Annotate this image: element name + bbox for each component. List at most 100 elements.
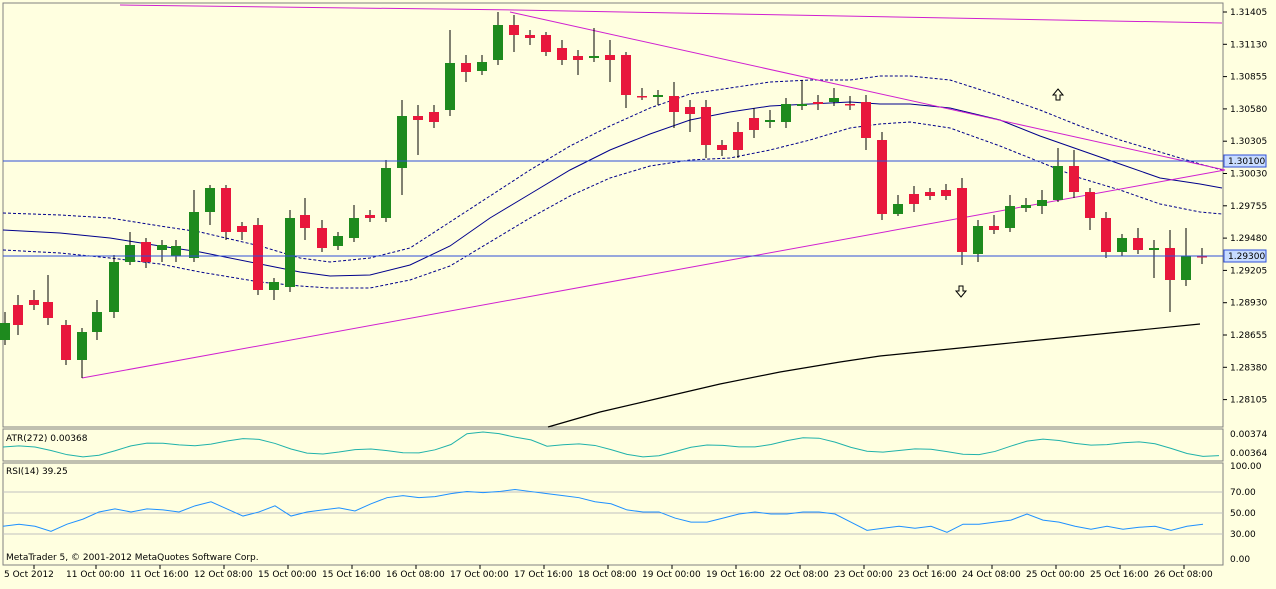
candle[interactable] xyxy=(637,88,647,100)
candle[interactable] xyxy=(861,95,871,150)
candle[interactable] xyxy=(1181,228,1191,286)
bear-candle-body xyxy=(957,188,967,252)
lower-band-line[interactable] xyxy=(2,121,1223,289)
bull-candle-body xyxy=(333,236,343,246)
candle[interactable] xyxy=(653,90,663,105)
candle[interactable] xyxy=(237,222,247,240)
candle[interactable] xyxy=(477,55,487,75)
candle[interactable] xyxy=(285,210,295,292)
time-tick-label: 26 Oct 08:00 xyxy=(1154,570,1213,580)
candle[interactable] xyxy=(765,110,775,128)
candle[interactable] xyxy=(509,15,519,52)
rising-trendline[interactable] xyxy=(81,169,1226,379)
candle[interactable] xyxy=(77,328,87,378)
candle[interactable] xyxy=(429,105,439,128)
bull-candle-body xyxy=(285,218,295,287)
time-tick-label: 19 Oct 00:00 xyxy=(642,570,701,580)
candle[interactable] xyxy=(269,278,279,300)
candle[interactable] xyxy=(365,210,375,222)
candle[interactable] xyxy=(43,275,53,325)
candle[interactable] xyxy=(413,105,423,155)
bear-candle-body xyxy=(813,102,823,104)
candle[interactable] xyxy=(1053,148,1063,202)
candle[interactable] xyxy=(221,185,231,240)
rsi-tick-label: 50.00 xyxy=(1230,509,1256,519)
price-tick-label: 1.30305 xyxy=(1230,137,1267,147)
candle[interactable] xyxy=(557,40,567,65)
candle[interactable] xyxy=(205,185,215,225)
candle[interactable] xyxy=(125,232,135,265)
long-ma-line[interactable] xyxy=(547,323,1201,428)
candle[interactable] xyxy=(717,140,727,156)
candle[interactable] xyxy=(1085,188,1095,230)
candle[interactable] xyxy=(300,198,310,240)
candle[interactable] xyxy=(605,40,615,82)
candle[interactable] xyxy=(957,178,967,265)
candle[interactable] xyxy=(1101,212,1111,258)
candle[interactable] xyxy=(589,28,599,62)
candle[interactable] xyxy=(893,195,903,216)
candle[interactable] xyxy=(621,52,631,108)
candle[interactable] xyxy=(0,312,10,345)
candle[interactable] xyxy=(1037,190,1047,214)
candle[interactable] xyxy=(909,186,919,212)
candle[interactable] xyxy=(445,30,455,116)
candle[interactable] xyxy=(669,82,679,128)
arrow-up-icon[interactable] xyxy=(1051,88,1065,101)
candle[interactable] xyxy=(1021,198,1031,212)
top-trendline[interactable] xyxy=(119,4,1223,24)
candle[interactable] xyxy=(141,238,151,268)
upper-band-line[interactable] xyxy=(2,75,1223,263)
candle[interactable] xyxy=(333,232,343,250)
candle[interactable] xyxy=(1165,230,1175,312)
price-tick-label: 1.29205 xyxy=(1230,266,1267,276)
candle[interactable] xyxy=(171,240,181,262)
bear-candle-body xyxy=(13,305,23,325)
arrow-down-icon[interactable] xyxy=(954,285,968,298)
candle[interactable] xyxy=(845,96,855,110)
candle[interactable] xyxy=(813,95,823,110)
bull-candle-body xyxy=(205,188,215,212)
bear-candle-body xyxy=(845,104,855,106)
candle[interactable] xyxy=(381,160,391,222)
candle[interactable] xyxy=(685,100,695,132)
candle[interactable] xyxy=(397,100,407,195)
candle[interactable] xyxy=(92,300,102,340)
candle[interactable] xyxy=(797,80,807,110)
candle[interactable] xyxy=(541,32,551,56)
candle[interactable] xyxy=(925,188,935,200)
bull-candle-body xyxy=(349,218,359,238)
candle[interactable] xyxy=(493,12,503,65)
candle[interactable] xyxy=(1005,195,1015,232)
candle[interactable] xyxy=(1069,150,1079,198)
candle[interactable] xyxy=(61,320,71,365)
candle[interactable] xyxy=(13,295,23,335)
candle[interactable] xyxy=(877,132,887,220)
candle[interactable] xyxy=(317,220,327,252)
candle[interactable] xyxy=(941,184,951,200)
candle[interactable] xyxy=(1133,228,1143,254)
candle[interactable] xyxy=(29,290,39,310)
candle[interactable] xyxy=(1149,240,1159,278)
candle[interactable] xyxy=(1117,234,1127,256)
candle[interactable] xyxy=(733,122,743,158)
candle[interactable] xyxy=(189,190,199,262)
candle[interactable] xyxy=(349,205,359,242)
candle[interactable] xyxy=(573,50,583,75)
candle[interactable] xyxy=(989,215,999,234)
candle[interactable] xyxy=(701,100,711,158)
price-tag-lower-text: 1.29300 xyxy=(1228,252,1265,262)
rsi-tick-label: 30.00 xyxy=(1230,530,1256,540)
candle[interactable] xyxy=(109,255,119,318)
candle[interactable] xyxy=(749,108,759,138)
candle[interactable] xyxy=(829,88,839,106)
price-tag-upper-text: 1.30100 xyxy=(1228,157,1265,167)
candle[interactable] xyxy=(525,30,535,45)
candle[interactable] xyxy=(973,220,983,262)
falling-trendline[interactable] xyxy=(509,11,1226,171)
candle[interactable] xyxy=(461,55,471,82)
candle[interactable] xyxy=(157,240,167,262)
candle[interactable] xyxy=(781,98,791,128)
